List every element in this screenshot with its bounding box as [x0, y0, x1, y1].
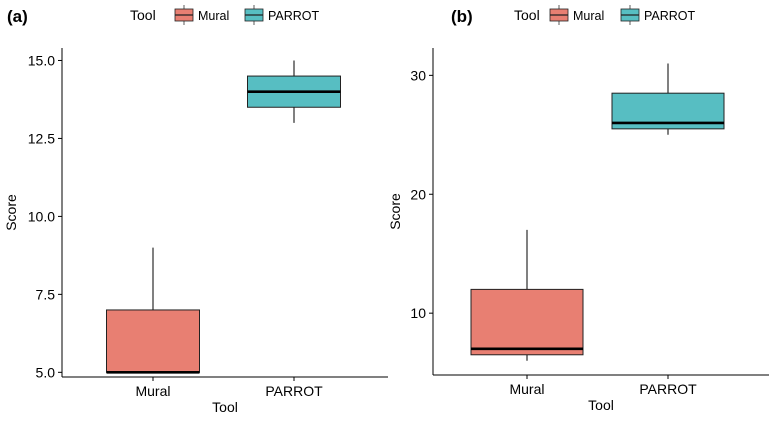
- box-mural: [106, 247, 200, 374]
- x-tick-label: Mural: [135, 383, 170, 399]
- chart-panel-2: (b) Tool Mural PARROT 10 20 30 Mural PARROT Tool S…: [387, 5, 769, 413]
- iqr-box: [470, 288, 584, 356]
- y-axis-title: Score: [387, 193, 403, 230]
- y-tick-label: 30: [410, 67, 426, 83]
- panel-label: (a): [7, 7, 28, 26]
- x-axis-title: Tool: [588, 397, 614, 413]
- y-tick-label: 12.5: [28, 130, 55, 146]
- y-tick-label: 20: [410, 186, 426, 202]
- legend-label-mural: Mural: [573, 9, 604, 23]
- chart-panel-1: (a) Tool Mural PARROT 5.0 7.5 10.0 12.5 15.0 Mura…: [3, 5, 388, 415]
- y-tick-label: 15.0: [28, 52, 55, 68]
- x-tick-label: Mural: [509, 381, 544, 397]
- legend-title: Tool: [514, 7, 540, 23]
- panel-label: (b): [451, 7, 473, 26]
- box-parrot: [611, 63, 725, 135]
- y-axis-title: Score: [3, 194, 19, 231]
- legend-label-parrot: PARROT: [268, 9, 320, 23]
- y-tick-label: 10.0: [28, 208, 55, 224]
- y-tick-label: 10: [410, 305, 426, 321]
- x-axis-title: Tool: [212, 399, 238, 415]
- legend-label-parrot: PARROT: [644, 9, 696, 23]
- legend-title: Tool: [130, 7, 156, 23]
- x-tick-label: PARROT: [265, 383, 323, 399]
- box-parrot: [247, 60, 341, 123]
- legend-label-mural: Mural: [198, 9, 229, 23]
- y-tick-label: 5.0: [36, 364, 56, 380]
- box-mural: [470, 229, 584, 361]
- iqr-box: [106, 309, 200, 373]
- x-tick-label: PARROT: [639, 381, 697, 397]
- y-tick-label: 7.5: [36, 286, 56, 302]
